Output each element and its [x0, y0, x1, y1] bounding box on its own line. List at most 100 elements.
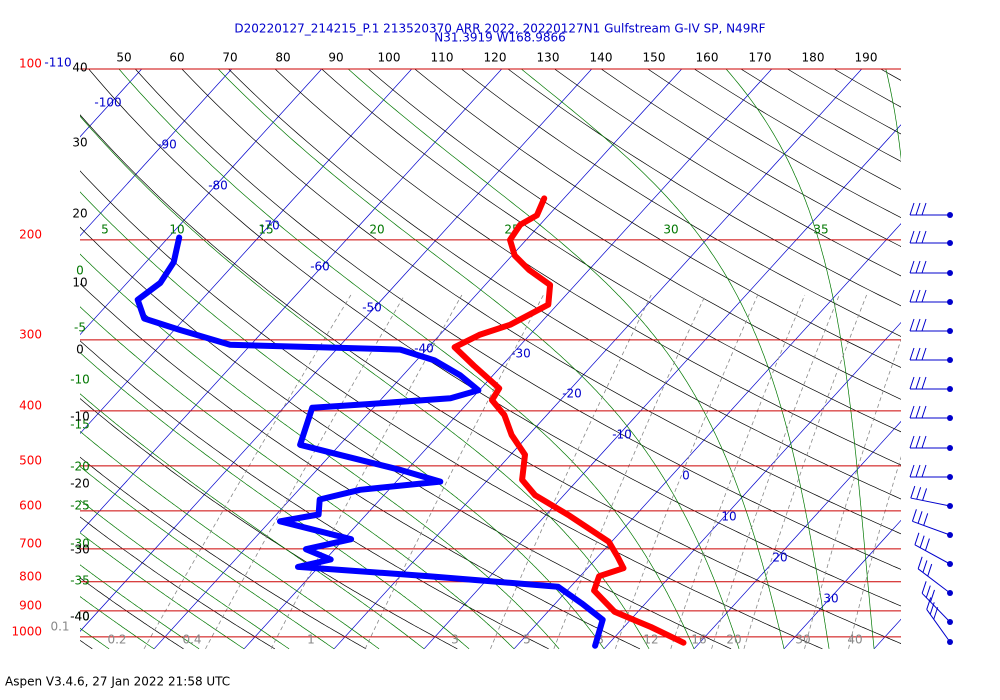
barb-dot — [947, 445, 953, 451]
barb-flag — [921, 260, 927, 274]
moist-adiabat-label: -40 — [70, 610, 90, 624]
isotherm-label: 30 — [823, 592, 838, 606]
barb-flag — [930, 589, 935, 603]
barb-flag — [909, 435, 915, 449]
wind-barb — [909, 230, 953, 246]
barb-dot — [947, 299, 953, 305]
moist-adiabat — [80, 564, 200, 650]
top-label: 90 — [328, 51, 343, 65]
moist-adiabat — [347, 69, 785, 649]
barb-shaft — [914, 544, 951, 565]
mixing-ratio-label: 30 — [795, 633, 810, 647]
dry-adiabat — [414, 69, 901, 368]
top-label: 100 — [378, 51, 401, 65]
dry-adiabat — [80, 516, 275, 650]
dry-adiabat — [181, 69, 901, 535]
isotherm — [80, 69, 232, 237]
moist-adiabat — [725, 69, 875, 649]
mixing-ratio-line — [553, 294, 706, 649]
moist-adiabat — [80, 253, 560, 650]
dry-adiabat-label: -20 — [70, 477, 90, 491]
top-label: 170 — [749, 51, 772, 65]
barb-flag — [921, 230, 927, 244]
isotherm-label: -90 — [157, 138, 177, 152]
dry-adiabat-label: -40 — [70, 610, 90, 624]
barb-dot — [947, 240, 953, 246]
y-tick-label: 400 — [19, 398, 42, 412]
barb-flag — [921, 202, 927, 216]
barb-flag — [923, 513, 929, 526]
y-tick-label: 600 — [19, 498, 42, 512]
barb-flag — [915, 376, 921, 390]
mixing-ratio-label: 1 — [307, 633, 315, 647]
moist-adiabat — [521, 69, 830, 649]
barb-flag — [929, 602, 935, 615]
barb-flag — [921, 376, 927, 390]
barb-dot — [947, 270, 953, 276]
top-label: 50 — [116, 51, 131, 65]
isotherm — [80, 69, 142, 138]
barb-flag — [915, 347, 921, 361]
wind-barb — [909, 464, 953, 480]
barb-flag — [910, 485, 916, 499]
isotherm-label: -70 — [260, 219, 280, 233]
moist-adiabat — [217, 69, 740, 649]
dry-adiabat — [880, 69, 901, 81]
mixing-ratio-line — [143, 294, 352, 650]
barb-flag — [909, 202, 915, 216]
barb-dot — [947, 532, 953, 538]
wind-barb — [909, 376, 953, 392]
dry-adiabat-label: 20 — [72, 207, 87, 221]
dry-adiabat-label: -30 — [70, 543, 90, 557]
chart-title: D20220127_214215_P.1 213520370 ARR 2022,… — [234, 22, 765, 36]
isotherm-label: 0 — [682, 469, 690, 483]
barb-flag — [922, 488, 928, 501]
top-label: 190 — [855, 51, 878, 65]
dry-adiabat-label: 40 — [72, 61, 87, 75]
moist-adiabat-label: -30 — [70, 537, 90, 551]
barb-flag — [916, 487, 922, 500]
y-tick-label: 100 — [19, 57, 42, 71]
wind-barb — [917, 556, 953, 596]
barb-dot — [947, 474, 953, 480]
dry-adiabat — [228, 69, 901, 500]
moist-adiabat-label: -10 — [70, 373, 90, 387]
moist-adiabat — [80, 115, 650, 650]
moist-adiabat — [80, 352, 470, 650]
barb-shaft — [917, 568, 951, 594]
top-label: 140 — [590, 51, 613, 65]
isotherm-label: 20 — [772, 551, 787, 565]
wind-barb — [909, 202, 953, 218]
moist-adiabat-label: -35 — [70, 574, 90, 588]
moist-adiabat-label: 15 — [258, 223, 273, 237]
moist-adiabat-label: 5 — [101, 223, 109, 237]
profile-line — [134, 234, 606, 649]
dry-adiabat — [787, 69, 901, 135]
barb-dot — [947, 328, 953, 334]
moist-adiabat — [80, 191, 605, 650]
barb-flag — [915, 405, 921, 419]
barb-shaft — [926, 609, 951, 643]
barb-flag — [915, 260, 921, 274]
barb-flag — [921, 435, 927, 449]
isotherm-label: -20 — [562, 387, 582, 401]
dry-adiabat — [80, 114, 901, 644]
moist-adiabat-label: -15 — [70, 418, 90, 432]
chart-subtitle: N31.3919 W168.9866 — [434, 31, 566, 45]
top-label: 120 — [484, 51, 507, 65]
isotherm — [513, 223, 901, 650]
wind-barb — [909, 347, 953, 363]
barb-flag — [933, 607, 939, 620]
footer: Aspen V3.4.6, 27 Jan 2022 21:58 UTC — [5, 675, 230, 689]
wind-barb — [909, 435, 953, 451]
y-tick-label: 200 — [19, 227, 42, 241]
dry-adiabat — [927, 69, 1000, 649]
barb-flag — [921, 289, 927, 303]
isotherm-label: -10 — [612, 428, 632, 442]
moist-adiabat — [118, 69, 695, 650]
barb-dot — [947, 415, 953, 421]
dry-adiabat — [507, 69, 901, 307]
dry-adiabat — [0, 69, 1, 649]
dry-adiabat — [461, 69, 901, 337]
barb-flag — [915, 202, 921, 216]
